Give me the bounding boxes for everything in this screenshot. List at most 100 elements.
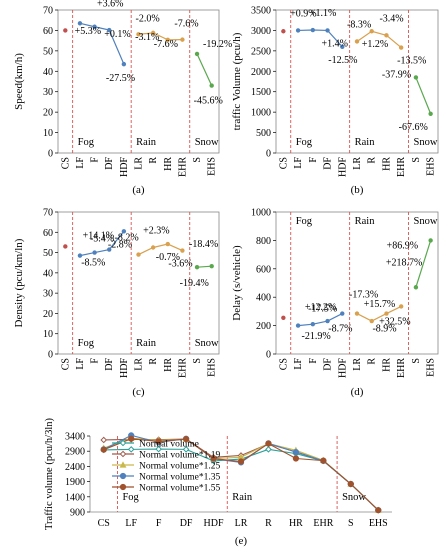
data-annotation: -3.6%	[168, 259, 192, 270]
data-point	[295, 323, 301, 328]
data-point	[128, 435, 135, 442]
y-tick-label: 40	[43, 268, 53, 279]
panel-label: (a)	[132, 184, 145, 196]
data-point	[310, 27, 316, 33]
data-annotation: +3.6%	[97, 0, 123, 9]
zone-label: Fog	[122, 492, 139, 503]
data-point	[428, 238, 433, 243]
y-tick-label: 1400	[65, 492, 85, 503]
data-annotation: +32.5%	[379, 316, 410, 327]
data-annotation: -19.2%	[203, 39, 232, 50]
x-tick-label: HR	[163, 358, 174, 372]
data-point	[384, 33, 389, 38]
zone-label: Snow	[414, 137, 438, 148]
x-tick-label: EHS	[369, 518, 388, 529]
data-annotation: -3.1%	[135, 32, 159, 43]
data-point	[413, 75, 419, 80]
data-point	[325, 318, 330, 324]
plot-frame	[57, 211, 220, 355]
legend-entry: Normal volume*1.19	[139, 451, 221, 461]
x-tick-label: R	[367, 157, 378, 164]
data-point	[77, 253, 83, 258]
x-tick-label: F	[90, 157, 101, 163]
panel-label: (e)	[235, 535, 248, 547]
x-tick-label: LR	[235, 518, 248, 529]
zone-label: Fog	[296, 137, 313, 148]
data-annotation: -2.8%	[108, 239, 132, 250]
data-point	[398, 304, 404, 309]
data-point	[180, 248, 185, 253]
zone-label: Fog	[78, 137, 95, 148]
y-tick-label: 1000	[251, 108, 271, 119]
data-annotation: -0.7%	[156, 252, 180, 263]
data-point	[295, 28, 301, 33]
panel-label: (d)	[351, 386, 364, 398]
control-point	[63, 28, 68, 33]
data-point	[292, 455, 300, 462]
data-point	[354, 311, 360, 316]
y-tick-label: 3000	[251, 26, 271, 37]
chart-panel-1: 0 500 1000 1500 2000 2500 3000 3500 traffic Volu…	[231, 6, 439, 196]
legend-marker	[119, 450, 127, 458]
x-tick-label: HDF	[119, 358, 130, 378]
data-annotation: -12.5%	[328, 55, 357, 66]
zone-label: Snow	[195, 338, 219, 349]
x-tick-label: HDF	[204, 518, 224, 529]
x-tick-label: HR	[163, 157, 174, 171]
legend-entry: Normal volume*1.25	[139, 462, 221, 472]
x-tick-label: S	[192, 358, 203, 364]
x-tick-label: F	[156, 518, 162, 529]
data-point	[375, 507, 382, 514]
zone-label: Rain	[136, 338, 157, 349]
y-tick-label: 1900	[65, 477, 85, 488]
y-tick-label: 500	[256, 128, 271, 139]
y-tick-label: 60	[43, 26, 53, 37]
chart-panel-2: 0 10 20 30 40 50 60 70 Density (pcu/km/ln) CS LF F D…	[13, 208, 220, 398]
series-line	[356, 305, 402, 322]
plot-frame	[275, 9, 439, 154]
plot-frame	[275, 211, 439, 355]
y-tick-label: 10	[43, 329, 53, 340]
x-tick-label: LR	[352, 358, 363, 371]
x-tick-label: EHR	[177, 157, 188, 177]
data-point	[155, 445, 162, 453]
x-tick-label: HR	[381, 157, 392, 171]
data-point	[340, 311, 345, 316]
data-annotation: -37.9%	[382, 69, 411, 80]
data-point	[136, 252, 141, 257]
series-line	[138, 32, 183, 41]
y-tick-label: 30	[43, 87, 53, 98]
legend-marker	[119, 461, 127, 468]
data-point	[194, 51, 200, 57]
x-tick-label: EHR	[396, 358, 407, 378]
x-tick-label: EHR	[313, 518, 333, 529]
data-point	[347, 480, 354, 488]
x-tick-label: EHS	[426, 358, 437, 377]
data-annotation: -21.9%	[302, 331, 331, 342]
zone-label: Rain	[136, 137, 157, 148]
data-point	[354, 39, 360, 44]
x-tick-label: DF	[323, 157, 334, 170]
data-annotation: +0.1%	[104, 29, 130, 40]
control-point	[281, 315, 286, 320]
x-tick-label: CS	[278, 358, 289, 370]
data-annotation: -3.4%	[379, 13, 403, 24]
data-annotation: -8.9%	[372, 324, 396, 335]
data-point	[100, 436, 108, 444]
x-tick-label: LR	[134, 358, 145, 371]
data-annotation: -67.6%	[399, 122, 428, 133]
series-line	[356, 30, 402, 49]
x-tick-label: CS	[98, 518, 110, 529]
x-tick-label: DF	[180, 518, 193, 529]
data-point	[325, 28, 330, 33]
chart-panel-3: 0 200 400 600 800 1000 Delay (s/vehicle) CS LF F D…	[231, 208, 439, 398]
data-point	[340, 44, 345, 49]
x-tick-label: LF	[75, 358, 86, 370]
zone-label: Snow	[414, 216, 438, 227]
data-point	[150, 30, 156, 36]
x-tick-label: LF	[293, 358, 304, 370]
series-line	[196, 53, 213, 86]
series-line	[415, 77, 432, 115]
x-tick-label: F	[308, 358, 319, 364]
